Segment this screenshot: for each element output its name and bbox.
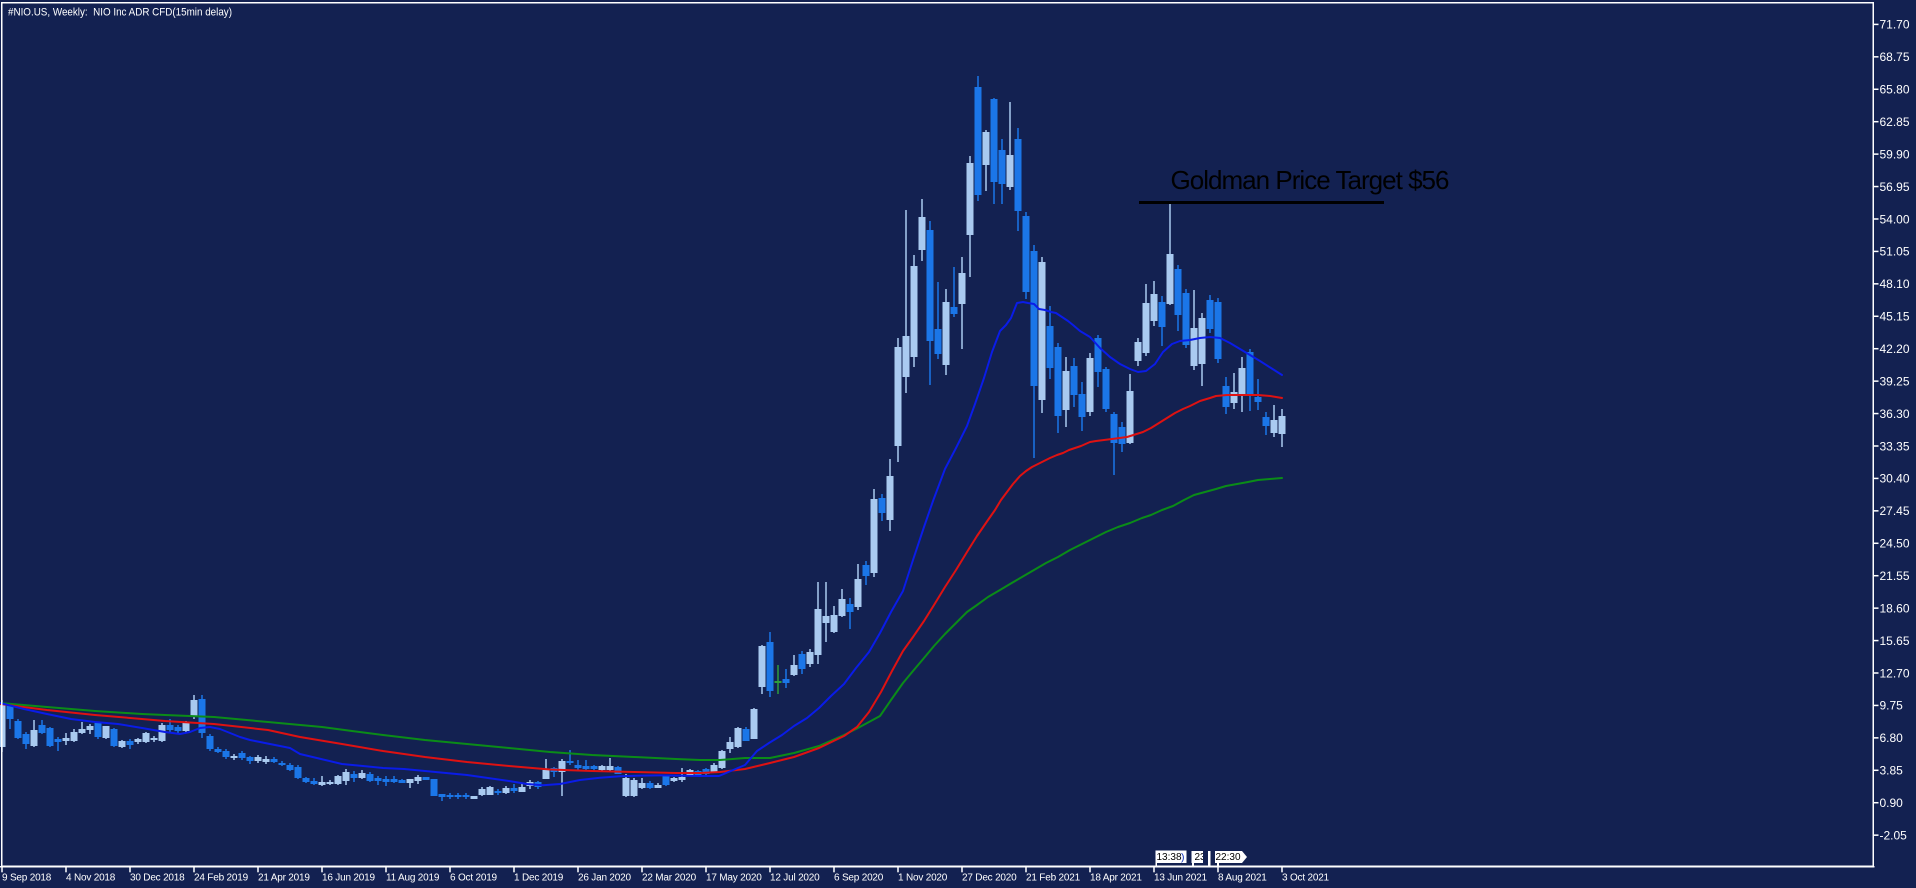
svg-text:24 Feb 2019: 24 Feb 2019	[194, 873, 249, 884]
svg-text:71.70: 71.70	[1880, 18, 1910, 32]
svg-text:12.70: 12.70	[1880, 666, 1910, 680]
svg-text:21.55: 21.55	[1880, 569, 1910, 583]
svg-text:54.00: 54.00	[1880, 212, 1910, 226]
svg-text:): )	[1181, 852, 1185, 864]
svg-text:11 Aug 2019: 11 Aug 2019	[386, 873, 440, 884]
svg-text:24.50: 24.50	[1880, 537, 1910, 551]
svg-text:39.25: 39.25	[1880, 374, 1910, 388]
svg-text:8 Aug 2021: 8 Aug 2021	[1218, 873, 1267, 884]
svg-text:6 Oct 2019: 6 Oct 2019	[450, 873, 498, 884]
svg-text:51.05: 51.05	[1880, 245, 1910, 259]
svg-text:27.45: 27.45	[1880, 504, 1910, 518]
svg-text:59.90: 59.90	[1880, 147, 1910, 161]
svg-text:62.85: 62.85	[1880, 115, 1910, 129]
svg-text:16 Jun 2019: 16 Jun 2019	[322, 873, 375, 884]
svg-text:26 Jan 2020: 26 Jan 2020	[578, 873, 631, 884]
svg-text:13:38: 13:38	[1156, 852, 1181, 863]
svg-text:1 Dec 2019: 1 Dec 2019	[514, 873, 564, 884]
svg-text:56.95: 56.95	[1880, 180, 1910, 194]
svg-text:33.35: 33.35	[1880, 439, 1910, 453]
svg-text:15.65: 15.65	[1880, 634, 1910, 648]
svg-text:3.85: 3.85	[1880, 764, 1904, 778]
svg-text:36.30: 36.30	[1880, 407, 1910, 421]
svg-text:68.75: 68.75	[1880, 50, 1910, 64]
svg-text:Goldman Price Target $56: Goldman Price Target $56	[1171, 165, 1450, 195]
svg-text:6 Sep 2020: 6 Sep 2020	[834, 873, 884, 884]
svg-text:18.60: 18.60	[1880, 601, 1910, 615]
svg-text:45.15: 45.15	[1880, 310, 1910, 324]
svg-text:21 Feb 2021: 21 Feb 2021	[1026, 873, 1081, 884]
svg-text:22 Mar 2020: 22 Mar 2020	[642, 873, 697, 884]
svg-text:30 Dec 2018: 30 Dec 2018	[130, 873, 185, 884]
svg-text:-2.05: -2.05	[1880, 828, 1908, 842]
svg-text:30.40: 30.40	[1880, 472, 1910, 486]
svg-text:9 Sep 2018: 9 Sep 2018	[2, 873, 52, 884]
svg-text:21 Apr 2019: 21 Apr 2019	[258, 873, 310, 884]
svg-text:4 Nov 2018: 4 Nov 2018	[66, 873, 116, 884]
svg-text:42.20: 42.20	[1880, 342, 1910, 356]
svg-text:#NIO.US, Weekly: NIO Inc ADR: #NIO.US, Weekly: NIO Inc ADR CFD(15min d…	[8, 7, 232, 19]
svg-text:12 Jul 2020: 12 Jul 2020	[770, 873, 820, 884]
svg-text:23: 23	[1195, 852, 1207, 863]
svg-text:22:30: 22:30	[1215, 852, 1240, 863]
svg-text:65.80: 65.80	[1880, 83, 1910, 97]
svg-text:0.90: 0.90	[1880, 796, 1904, 810]
svg-text:6.80: 6.80	[1880, 731, 1904, 745]
svg-text:27 Dec 2020: 27 Dec 2020	[962, 873, 1017, 884]
svg-text:3 Oct 2021: 3 Oct 2021	[1282, 873, 1330, 884]
svg-text:13 Jun 2021: 13 Jun 2021	[1154, 873, 1207, 884]
svg-text:17 May 2020: 17 May 2020	[706, 873, 762, 884]
svg-text:18 Apr 2021: 18 Apr 2021	[1090, 873, 1142, 884]
svg-text:9.75: 9.75	[1880, 699, 1904, 713]
svg-text:1 Nov 2020: 1 Nov 2020	[898, 873, 948, 884]
svg-text:48.10: 48.10	[1880, 277, 1910, 291]
